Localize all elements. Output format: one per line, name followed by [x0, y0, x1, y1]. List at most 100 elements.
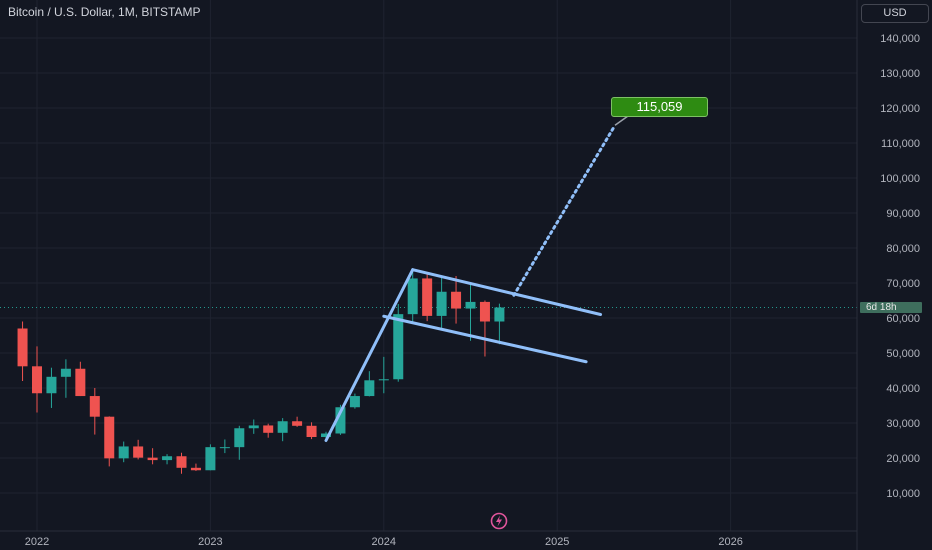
lightning-replay-icon[interactable] — [487, 511, 511, 531]
candle — [32, 346, 42, 413]
target-connector — [614, 115, 629, 126]
candle-body — [133, 446, 144, 458]
candle — [248, 419, 259, 434]
price-scale-panel — [857, 0, 932, 550]
candle — [364, 371, 375, 397]
y-tick-label: 30,000 — [886, 418, 920, 430]
candle-body — [451, 291, 462, 309]
candle — [451, 276, 462, 324]
candle-body — [60, 368, 71, 377]
x-tick-label: 2026 — [718, 536, 742, 548]
candle — [306, 422, 317, 440]
candle-body — [190, 467, 201, 471]
x-tick-label: 2024 — [372, 536, 396, 548]
candle — [176, 452, 187, 474]
candle-body — [104, 416, 115, 459]
y-tick-label: 100,000 — [880, 173, 920, 185]
candle — [104, 416, 115, 467]
y-tick-label: 90,000 — [886, 208, 920, 220]
candle — [378, 356, 389, 394]
x-tick-label: 2022 — [25, 536, 49, 548]
candle — [118, 441, 129, 463]
candle — [60, 359, 71, 398]
candle — [407, 269, 418, 322]
candle-body — [75, 368, 86, 397]
candle — [393, 304, 404, 382]
candle-body — [234, 428, 245, 448]
candle-body — [349, 396, 360, 408]
target-price-label[interactable]: 115,059 — [611, 97, 708, 117]
candle — [133, 439, 144, 460]
candle — [292, 416, 303, 427]
candle-body — [422, 278, 433, 316]
candles-layer — [17, 269, 505, 474]
candle — [277, 418, 288, 442]
y-tick-label: 80,000 — [886, 243, 920, 255]
y-tick-label: 140,000 — [880, 33, 920, 45]
candle — [17, 321, 28, 381]
y-tick-label: 120,000 — [880, 103, 920, 115]
candle-body — [494, 307, 505, 322]
candle-body — [378, 379, 389, 381]
candle-body — [118, 446, 129, 459]
candle-body — [147, 457, 158, 461]
candle-body — [306, 425, 317, 437]
candle — [46, 367, 57, 408]
candle-body — [479, 301, 490, 322]
y-tick-label: 110,000 — [881, 138, 920, 150]
drawing-flagpole — [324, 268, 415, 442]
candle-body — [436, 291, 447, 316]
drawing-projection — [512, 123, 617, 297]
candle-body — [248, 425, 259, 429]
candle-body — [321, 433, 331, 437]
candle — [75, 361, 86, 397]
candle — [479, 300, 490, 357]
candle — [494, 303, 505, 345]
candle-body — [162, 456, 173, 461]
candle — [89, 388, 100, 435]
y-tick-label: 10,000 — [886, 488, 920, 500]
candle-body — [263, 425, 274, 433]
candle — [205, 444, 216, 471]
candle — [263, 423, 274, 438]
candle-body — [32, 366, 42, 394]
candle-body — [277, 421, 288, 433]
x-tick-label: 2025 — [545, 536, 569, 548]
candle — [190, 463, 201, 471]
y-tick-label: 60,000 — [886, 313, 920, 325]
candle-body — [219, 447, 230, 449]
y-tick-label: 20,000 — [886, 453, 920, 465]
candle-body — [89, 396, 100, 417]
candle-countdown-badge: 6d 18h — [860, 302, 922, 313]
candle — [465, 283, 476, 341]
y-tick-label: 40,000 — [886, 383, 920, 395]
candle — [162, 454, 173, 465]
candle — [219, 439, 230, 454]
candle-body — [176, 456, 187, 468]
drawings-layer[interactable] — [324, 115, 629, 442]
candle — [234, 425, 245, 460]
candle-body — [465, 301, 476, 309]
currency-button[interactable]: USD — [861, 4, 929, 23]
candle-body — [292, 421, 303, 426]
candle-body — [17, 328, 28, 367]
candle-body — [205, 447, 216, 471]
candle — [436, 276, 447, 331]
chart-title: Bitcoin / U.S. Dollar, 1M, BITSTAMP — [8, 5, 201, 19]
candle-body — [393, 314, 404, 380]
drawing-flag-upper — [411, 268, 603, 316]
candle-body — [335, 407, 346, 434]
y-tick-label: 70,000 — [886, 278, 920, 290]
x-tick-label: 2023 — [198, 536, 222, 548]
candle-body — [46, 376, 57, 394]
candle-body — [364, 380, 375, 397]
y-tick-label: 130,000 — [880, 68, 920, 80]
candle-body — [407, 278, 418, 315]
drawing-flag-lower — [382, 314, 588, 364]
candle — [422, 273, 433, 322]
